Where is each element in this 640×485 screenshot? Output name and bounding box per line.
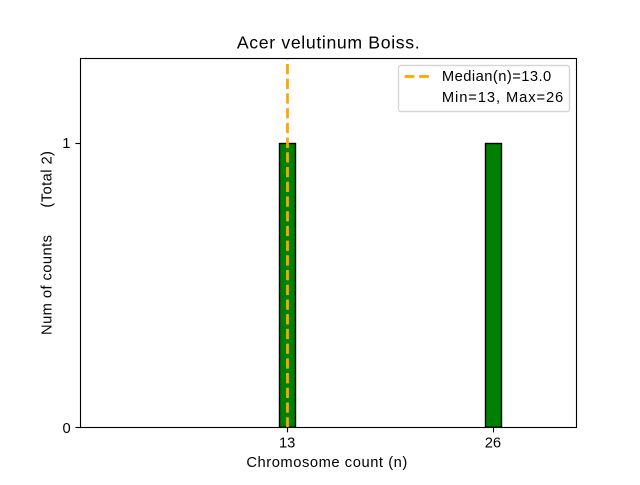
svg-text:Median(n)=13.0: Median(n)=13.0 — [442, 69, 552, 85]
svg-text:13: 13 — [279, 436, 295, 452]
svg-text:26: 26 — [485, 436, 501, 452]
svg-text:Min=13, Max=26: Min=13, Max=26 — [442, 90, 564, 106]
svg-text:Acer velutinum Boiss.: Acer velutinum Boiss. — [237, 33, 420, 53]
svg-text:Chromosome count (n): Chromosome count (n) — [246, 455, 408, 471]
svg-text:Num of counts (Total 2): Num of counts (Total 2) — [40, 151, 56, 335]
svg-text:0: 0 — [63, 421, 71, 437]
svg-text:1: 1 — [62, 136, 70, 152]
